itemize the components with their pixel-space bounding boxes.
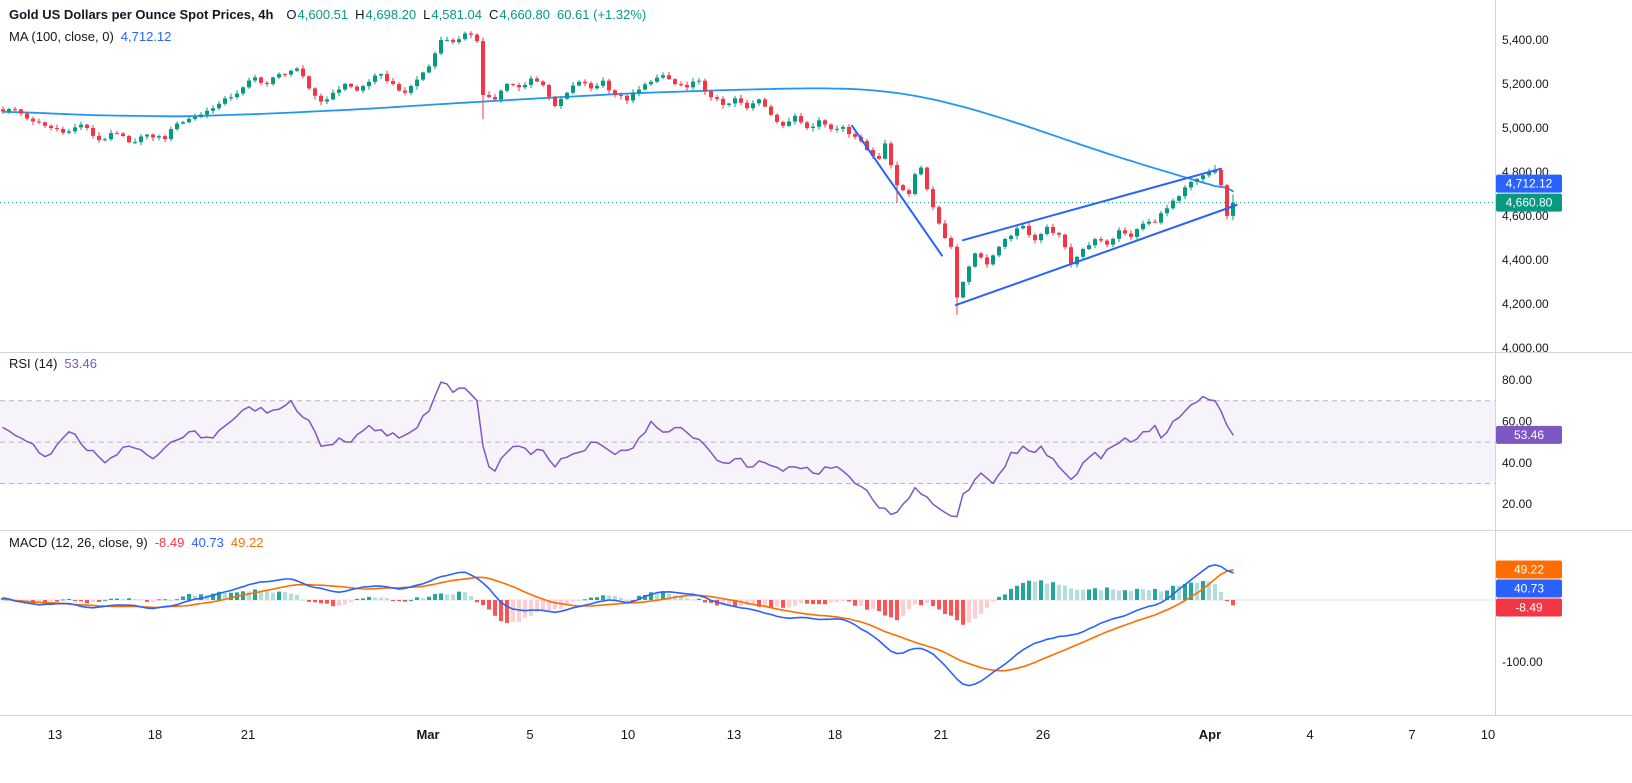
price-axis-label: 4,600.00 — [1502, 209, 1549, 223]
price-axis-label: 5,000.00 — [1502, 121, 1549, 135]
ma-label: MA (100, close, 0) — [9, 29, 114, 44]
time-axis-label: 7 — [1408, 727, 1415, 742]
time-axis-label: 21 — [934, 727, 948, 742]
time-axis-label: 21 — [241, 727, 255, 742]
time-axis-label: 5 — [526, 727, 533, 742]
svg-text:4,660.80: 4,660.80 — [1506, 196, 1553, 210]
svg-text:53.46: 53.46 — [1514, 428, 1544, 442]
time-axis-label: Mar — [416, 727, 439, 742]
rsi-axis-label: 40.00 — [1502, 456, 1532, 470]
ma-legend[interactable]: MA (100, close, 0) 4,712.12 — [9, 29, 171, 44]
svg-text:40.73: 40.73 — [1514, 582, 1544, 596]
ohlc-close-value: 4,660.80 — [499, 7, 550, 22]
time-axis-label: 18 — [148, 727, 162, 742]
macd-line-value: 40.73 — [191, 535, 224, 550]
rsi-value-tag: 53.46 — [1496, 425, 1562, 444]
ohlc-close-label: C — [488, 7, 499, 22]
symbol-title: Gold US Dollars per Ounce Spot Prices, 4… — [9, 7, 274, 22]
rsi-line — [2, 381, 1234, 518]
time-axis-label: 18 — [828, 727, 842, 742]
price-axis-label: 5,200.00 — [1502, 77, 1549, 91]
ma-price-tag: 4,712.12 — [1496, 174, 1562, 193]
time-axis-label: 10 — [621, 727, 635, 742]
time-axis-label: 4 — [1306, 727, 1313, 742]
macd-signal-line — [2, 569, 1234, 672]
macd-signal-tag: 49.22 — [1496, 560, 1562, 579]
macd-hist-tag: -8.49 — [1496, 598, 1562, 617]
macd-signal-value: 49.22 — [230, 535, 264, 550]
price-axis-label: 4,200.00 — [1502, 297, 1549, 311]
macd-axis-label: -100.00 — [1502, 655, 1543, 669]
trend-line[interactable] — [851, 124, 943, 257]
price-axis-label: 4,000.00 — [1502, 341, 1549, 355]
ohlc-open-label: O — [286, 7, 297, 22]
time-scale[interactable] — [0, 716, 1632, 783]
candles — [1, 31, 1235, 315]
svg-text:49.22: 49.22 — [1514, 563, 1544, 577]
svg-text:4,712.12: 4,712.12 — [1506, 177, 1553, 191]
price-scale[interactable] — [1495, 0, 1632, 715]
macd-label: MACD (12, 26, close, 9) — [9, 535, 148, 550]
svg-text:-8.49: -8.49 — [1515, 601, 1543, 615]
time-axis-label: 13 — [48, 727, 62, 742]
macd-histogram — [1, 580, 1235, 625]
macd-line-tag: 40.73 — [1496, 579, 1562, 598]
time-axis-label: 13 — [727, 727, 741, 742]
macd-legend[interactable]: MACD (12, 26, close, 9) -8.49 40.73 49.22 — [9, 535, 263, 550]
price-axis-label: 4,400.00 — [1502, 253, 1549, 267]
rsi-legend[interactable]: RSI (14) 53.46 — [9, 356, 97, 371]
macd-hist-value: -8.49 — [154, 535, 185, 550]
time-axis-label: 10 — [1481, 727, 1495, 742]
ohlc-high-label: H — [355, 7, 365, 22]
trend-line[interactable] — [954, 204, 1238, 307]
price-axis-label: 5,400.00 — [1502, 33, 1549, 47]
time-axis-label: Apr — [1199, 727, 1221, 742]
ohlc-low-value: 4,581.04 — [431, 7, 482, 22]
trend-line[interactable] — [962, 167, 1222, 242]
ma-line — [2, 87, 1234, 193]
rsi-axis-label: 80.00 — [1502, 373, 1532, 387]
ma-value: 4,712.12 — [120, 29, 172, 44]
rsi-value: 53.46 — [64, 356, 97, 371]
chart-plot-area[interactable] — [0, 0, 1495, 715]
time-axis-label: 26 — [1036, 727, 1050, 742]
ohlc-low-label: L — [423, 7, 431, 22]
last-price-tag: 4,660.80 — [1496, 193, 1562, 212]
ohlc-open-value: 4,600.51 — [297, 7, 349, 22]
macd-line — [2, 564, 1234, 687]
rsi-axis-label: 20.00 — [1502, 497, 1532, 511]
rsi-axis-label: 60.00 — [1502, 414, 1532, 428]
ohlc-high-value: 4,698.20 — [365, 7, 417, 22]
price-legend[interactable]: Gold US Dollars per Ounce Spot Prices, 4… — [9, 7, 646, 22]
ohlc-change: 60.61 (+1.32%) — [556, 7, 647, 22]
rsi-label: RSI (14) — [9, 356, 58, 371]
